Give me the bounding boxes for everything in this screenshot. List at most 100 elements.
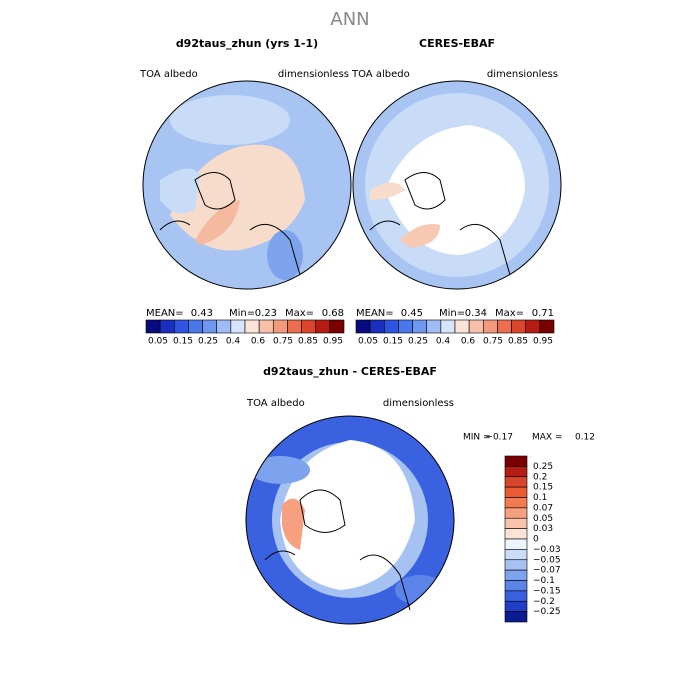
colorbar-box xyxy=(504,476,528,488)
colorbar-label: 0.15 xyxy=(533,483,553,493)
colorbar-label: −0.07 xyxy=(533,566,561,576)
colorbar-box xyxy=(244,319,260,334)
stat-value: 0.71 xyxy=(532,308,554,319)
coastline xyxy=(159,172,301,276)
colorbar-label: 0.6 xyxy=(461,337,476,347)
colorbar-label: −0.25 xyxy=(533,607,561,617)
colorbar-label: 0.03 xyxy=(533,524,553,534)
colorbar-box xyxy=(482,319,498,334)
colorbar-box xyxy=(504,528,528,540)
map-border xyxy=(142,80,352,290)
colorbar-box xyxy=(468,319,484,334)
colorbar-box xyxy=(504,580,528,592)
colorbar-label: 0.05 xyxy=(148,337,168,347)
colorbar-box xyxy=(504,538,528,550)
colorbar-box xyxy=(504,600,528,612)
stat-value: 0.45 xyxy=(401,308,423,319)
colorbar-box xyxy=(504,517,528,529)
map-model xyxy=(143,81,351,289)
colorbar-box xyxy=(511,319,527,334)
stat-label: MAX = xyxy=(532,433,563,443)
coastline xyxy=(264,489,411,611)
colorbar-box xyxy=(188,319,203,334)
colorbar-box xyxy=(398,319,413,334)
variable-label: TOA albedo xyxy=(246,398,305,409)
stat-label: Min= xyxy=(229,308,255,319)
colorbar-label: 0.85 xyxy=(298,337,318,347)
colorbar-label: 0.05 xyxy=(358,337,378,347)
stat-label: Max= xyxy=(495,308,524,319)
colorbar-box xyxy=(454,319,470,334)
colorbar-label: 0.75 xyxy=(273,337,293,347)
map-border xyxy=(245,415,455,625)
colorbar-box xyxy=(202,319,218,334)
stat-label: Max= xyxy=(285,308,314,319)
units-label: dimensionless xyxy=(278,69,349,80)
colorbar-box xyxy=(287,319,302,334)
colorbar-box xyxy=(504,559,528,571)
colorbar-box xyxy=(539,319,555,334)
colorbar-box xyxy=(272,319,288,334)
variable-label: TOA albedo xyxy=(139,69,198,80)
colorbar-box xyxy=(383,319,399,334)
colorbar-label: 0.1 xyxy=(533,493,547,503)
colorbar-label: 0.2 xyxy=(533,472,547,482)
stat-label: MEAN= xyxy=(146,308,184,319)
stat-label: Min= xyxy=(439,308,465,319)
colorbar-box xyxy=(525,319,541,334)
stat-label: MIN = xyxy=(463,433,491,443)
colorbar-label: 0.25 xyxy=(408,337,428,347)
colorbar-box xyxy=(440,319,456,334)
colorbar-box xyxy=(159,319,175,334)
colorbar-box xyxy=(355,319,371,334)
colorbar-box xyxy=(230,319,246,334)
colorbar-label: −0.1 xyxy=(533,576,555,586)
panel-title: CERES-EBAF xyxy=(419,37,495,50)
colorbar-label: −0.03 xyxy=(533,545,561,555)
colorbar-box xyxy=(504,569,528,581)
colorbar-label: −0.15 xyxy=(533,586,561,596)
colorbar-box xyxy=(504,549,528,561)
colorbar-box xyxy=(329,319,345,334)
colorbar-box xyxy=(173,319,189,334)
units-label: dimensionless xyxy=(383,398,454,409)
colorbar-box xyxy=(216,319,232,334)
map-obs xyxy=(353,81,561,289)
colorbar-box xyxy=(258,319,274,334)
units-label: dimensionless xyxy=(487,69,558,80)
stat-value: 0.23 xyxy=(255,308,277,319)
stat-value: −0.17 xyxy=(485,433,513,443)
colorbar-box xyxy=(426,319,442,334)
colorbar-label: 0.15 xyxy=(173,337,193,347)
stat-value: 0.34 xyxy=(465,308,487,319)
colorbar-label: 0.6 xyxy=(251,337,266,347)
colorbar-box xyxy=(504,466,528,478)
colorbar-label: −0.2 xyxy=(533,597,555,607)
stat-label: MEAN= xyxy=(356,308,394,319)
figure-title: ANN xyxy=(330,9,369,30)
colorbar-box xyxy=(369,319,385,334)
colorbar-label: 0.25 xyxy=(198,337,218,347)
colorbar-box xyxy=(315,319,331,334)
colorbar-label: 0.15 xyxy=(383,337,403,347)
colorbar-label: 0.25 xyxy=(533,462,553,472)
variable-label: TOA albedo xyxy=(351,69,410,80)
colorbar-box xyxy=(145,319,161,334)
colorbar-label: 0.4 xyxy=(226,337,241,347)
colorbar-box xyxy=(504,486,528,498)
colorbar-box xyxy=(504,611,528,623)
stat-value: 0.12 xyxy=(575,433,595,443)
colorbar-label: 0.05 xyxy=(533,514,553,524)
colorbar-box xyxy=(497,319,512,334)
coastline xyxy=(369,172,511,276)
map-border xyxy=(352,80,562,290)
stat-value: 0.68 xyxy=(322,308,344,319)
stat-value: 0.43 xyxy=(191,308,213,319)
colorbar-label: −0.05 xyxy=(533,555,561,565)
colorbar-box xyxy=(504,507,528,519)
panel-title: d92taus_zhun - CERES-EBAF xyxy=(263,365,437,378)
colorbar-box xyxy=(504,455,528,467)
panel-title: d92taus_zhun (yrs 1-1) xyxy=(176,37,318,50)
colorbar-box xyxy=(504,590,528,602)
